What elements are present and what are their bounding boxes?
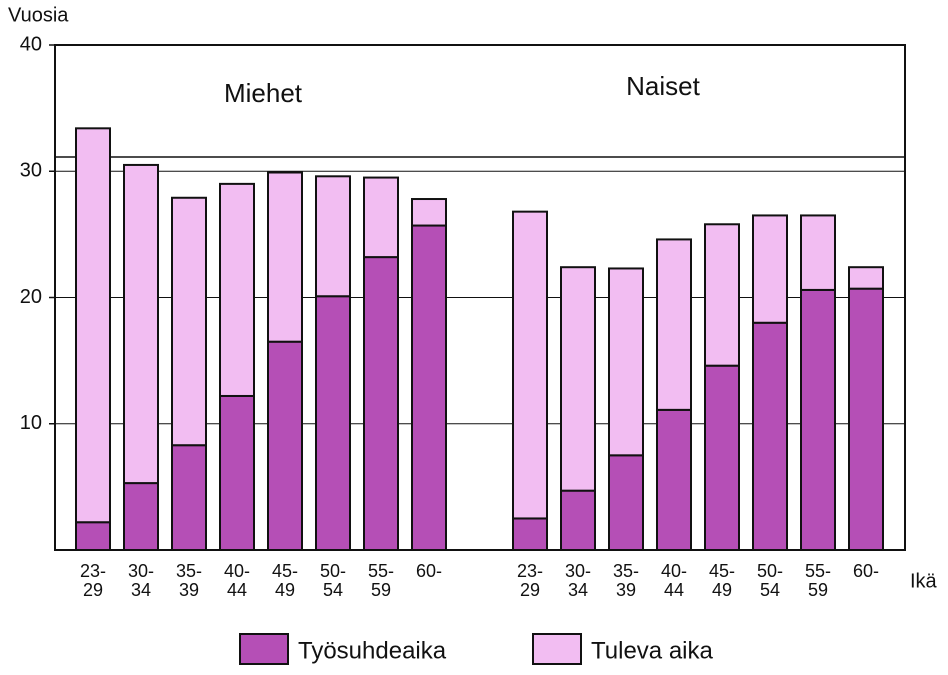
- bar-segment: [512, 517, 548, 551]
- bar-segment: [219, 394, 255, 551]
- legend-swatch: [239, 633, 289, 665]
- bar-segment: [75, 521, 111, 551]
- x-tick-label: 30- 34: [127, 561, 154, 600]
- x-tick-label: 23- 29: [79, 561, 106, 600]
- bar-segment: [267, 340, 303, 551]
- y-tick-label: 30: [20, 160, 42, 182]
- bar-segment: [171, 196, 207, 447]
- y-tick-label: 20: [20, 286, 42, 308]
- bar-segment: [608, 267, 644, 457]
- x-tick-label: 40- 44: [223, 561, 250, 600]
- bar-segment: [560, 489, 596, 552]
- x-tick-label: 60-: [852, 561, 879, 581]
- bar-segment: [411, 224, 447, 551]
- bar-segment: [267, 171, 303, 343]
- bar-segment: [848, 287, 884, 551]
- legend-label: Työsuhdeaika: [298, 637, 447, 664]
- group-title: Naiset: [626, 71, 700, 101]
- y-tick-label: 10: [20, 412, 42, 434]
- x-axis-label: Ikä: [910, 570, 938, 592]
- group-title: Miehet: [224, 78, 303, 108]
- bar-segment: [656, 238, 692, 411]
- x-tick-label: 23- 29: [516, 561, 543, 600]
- legend-swatch: [532, 633, 582, 665]
- legend-label: Tuleva aika: [591, 637, 713, 664]
- x-tick-label: 35- 39: [175, 561, 202, 600]
- bar-segment: [411, 198, 447, 227]
- bar-segment: [752, 321, 788, 551]
- bar-segment: [800, 214, 836, 291]
- y-axis-label: Vuosia: [8, 4, 69, 26]
- bar-segment: [315, 295, 351, 551]
- bar-segment: [363, 256, 399, 551]
- bar-segment: [75, 127, 111, 524]
- x-tick-label: 55- 59: [804, 561, 831, 600]
- bar-segment: [363, 176, 399, 259]
- bar-segment: [800, 288, 836, 551]
- bar-segment: [315, 175, 351, 298]
- x-tick-label: 50- 54: [319, 561, 346, 600]
- x-tick-label: 50- 54: [756, 561, 783, 600]
- bar-segment: [656, 408, 692, 551]
- bar-segment: [123, 163, 159, 485]
- bar-segment: [608, 454, 644, 551]
- x-tick-label: 35- 39: [612, 561, 639, 600]
- x-tick-label: 30- 34: [564, 561, 591, 600]
- bar-segment: [704, 223, 740, 367]
- x-tick-label: 55- 59: [367, 561, 394, 600]
- bar-segment: [219, 182, 255, 397]
- bar-segment: [171, 444, 207, 551]
- x-tick-label: 60-: [415, 561, 442, 581]
- bar-segment: [123, 482, 159, 551]
- bar-segment: [512, 210, 548, 520]
- x-tick-label: 45- 49: [271, 561, 298, 600]
- y-tick-label: 40: [20, 33, 42, 55]
- bar-segment: [752, 214, 788, 324]
- x-tick-label: 45- 49: [708, 561, 735, 600]
- bar-segment: [704, 364, 740, 551]
- x-tick-label: 40- 44: [660, 561, 687, 600]
- bar-segment: [560, 266, 596, 492]
- bar-segment: [848, 266, 884, 290]
